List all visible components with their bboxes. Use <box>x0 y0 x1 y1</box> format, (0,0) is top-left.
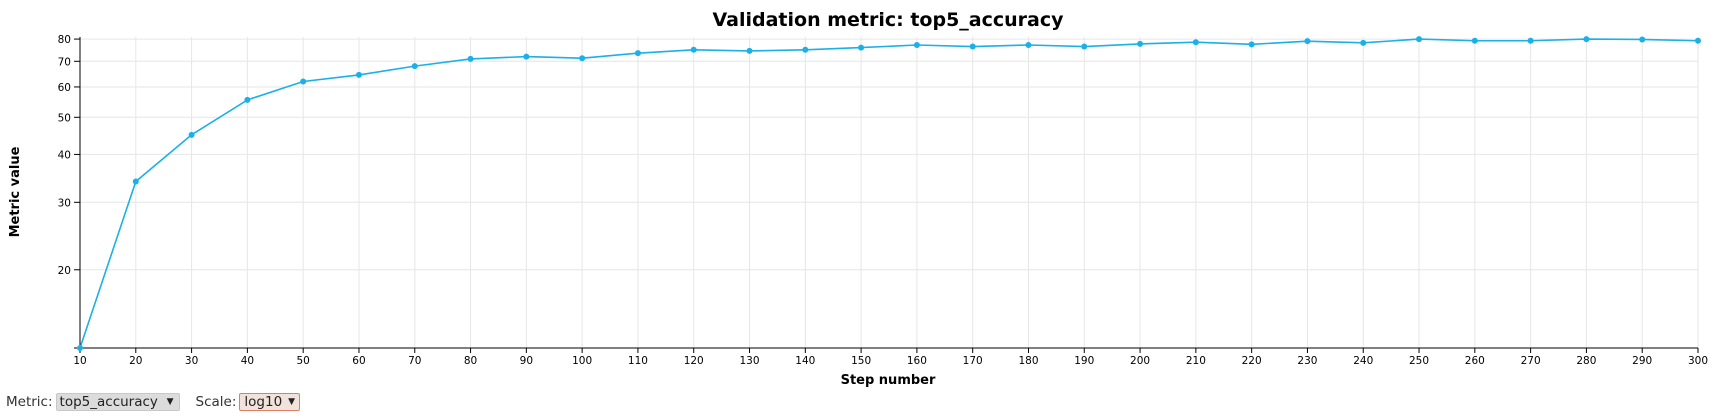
chevron-down-icon: ▼ <box>288 397 296 407</box>
data-point <box>355 71 362 78</box>
data-point <box>132 178 139 185</box>
data-point <box>1583 36 1590 43</box>
metric-select[interactable]: top5_accuracy ▼ <box>55 393 180 411</box>
chart-axes: 10 20 30 40 50 60 70 80 90 100 110 120 130 140 150 160 1… <box>58 34 1708 367</box>
data-point <box>467 55 474 62</box>
x-tick-label: 60 <box>352 355 365 367</box>
series-line <box>79 38 1699 349</box>
x-tick-label: 90 <box>520 355 533 367</box>
x-tick-label: 280 <box>1576 355 1596 367</box>
data-point <box>1081 43 1088 50</box>
x-tick-label: 220 <box>1242 355 1262 367</box>
data-point <box>802 46 809 53</box>
y-tick-label: 30 <box>58 197 71 209</box>
x-tick-label: 250 <box>1409 355 1429 367</box>
x-tick-label: 20 <box>129 355 142 367</box>
data-point <box>1192 39 1199 46</box>
data-point <box>523 53 530 60</box>
data-point <box>1025 41 1032 48</box>
data-point <box>1416 36 1423 43</box>
x-tick-label: 150 <box>851 355 871 367</box>
y-tick-label: 40 <box>58 149 71 161</box>
data-point <box>969 43 976 50</box>
data-point <box>1639 36 1646 43</box>
x-tick-label: 200 <box>1130 355 1150 367</box>
x-tick-label: 270 <box>1521 355 1541 367</box>
scale-label: Scale: <box>195 394 237 410</box>
x-tick-label: 210 <box>1186 355 1206 367</box>
data-point <box>1304 38 1311 45</box>
data-point <box>77 345 83 351</box>
data-point <box>690 46 697 53</box>
x-tick-label: 30 <box>185 355 198 367</box>
x-tick-label: 260 <box>1465 355 1485 367</box>
chart-title: Validation metric: top5_accuracy <box>712 9 1064 31</box>
x-tick-label: 130 <box>739 355 759 367</box>
x-axis-title: Step number <box>841 373 936 388</box>
validation-chart: Validation metric: top5_accuracy 10 20 30 4… <box>8 9 1708 388</box>
chevron-down-icon: ▼ <box>166 397 174 407</box>
x-tick-label: 240 <box>1353 355 1373 367</box>
x-tick-label: 80 <box>464 355 477 367</box>
chart-controls: Metric: top5_accuracy ▼ Scale: log10 ▼ <box>6 392 301 412</box>
data-point <box>1360 39 1367 46</box>
data-point <box>913 41 920 48</box>
data-point <box>244 96 251 103</box>
data-point <box>1471 37 1478 44</box>
y-tick-label: 20 <box>58 265 71 277</box>
x-tick-label: 50 <box>296 355 309 367</box>
data-point <box>579 55 586 62</box>
x-tick-label: 230 <box>1297 355 1317 367</box>
data-point <box>1527 37 1534 44</box>
data-point <box>1137 40 1144 47</box>
data-point <box>634 50 641 57</box>
x-tick-label: 180 <box>1018 355 1038 367</box>
data-point <box>858 44 865 51</box>
data-point <box>300 78 307 85</box>
metric-select-value: top5_accuracy <box>59 394 158 410</box>
data-point <box>746 47 753 54</box>
x-tick-label: 160 <box>907 355 927 367</box>
metric-label: Metric: <box>6 394 53 410</box>
x-tick-label: 110 <box>628 355 648 367</box>
x-tick-label: 40 <box>241 355 254 367</box>
data-point <box>1695 37 1701 44</box>
x-tick-label: 120 <box>684 355 704 367</box>
y-tick-label: 60 <box>58 82 71 94</box>
chart-grid <box>79 37 1699 348</box>
x-tick-label: 140 <box>795 355 815 367</box>
x-tick-label: 70 <box>408 355 421 367</box>
x-tick-label: 10 <box>73 355 86 367</box>
y-axis-title: Metric value <box>8 146 23 237</box>
x-tick-label: 290 <box>1632 355 1652 367</box>
x-tick-label: 300 <box>1688 355 1708 367</box>
x-tick-label: 100 <box>572 355 592 367</box>
data-point <box>1248 41 1255 48</box>
y-tick-label: 80 <box>58 34 71 46</box>
chart-series <box>77 36 1701 351</box>
y-tick-label: 70 <box>58 56 71 68</box>
scale-select[interactable]: log10 ▼ <box>239 393 301 411</box>
data-point <box>188 131 195 138</box>
x-tick-label: 190 <box>1074 355 1094 367</box>
data-point <box>411 63 418 70</box>
y-tick-label: 50 <box>58 112 71 124</box>
scale-select-value: log10 <box>244 394 283 410</box>
x-tick-label: 170 <box>963 355 983 367</box>
